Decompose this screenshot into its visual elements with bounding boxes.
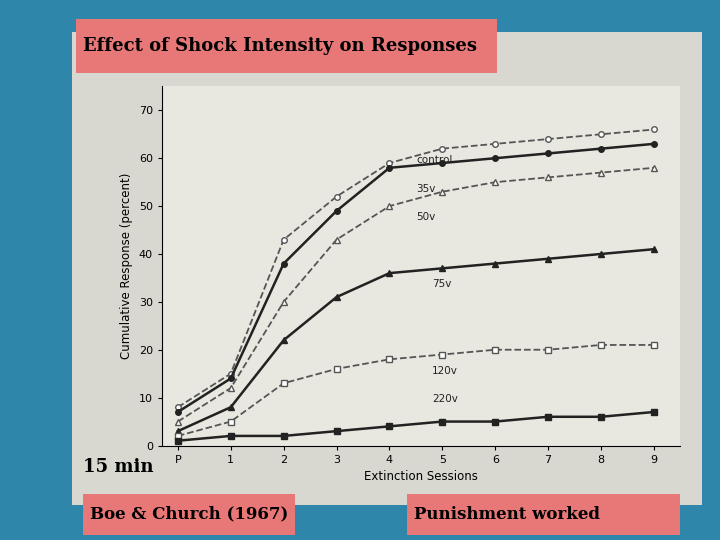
Text: Effect of Shock Intensity on Responses: Effect of Shock Intensity on Responses [83,37,477,55]
Text: Punishment worked: Punishment worked [414,505,600,523]
Text: control: control [416,155,452,165]
Y-axis label: Cumulative Response (percent): Cumulative Response (percent) [120,173,133,359]
Text: 50v: 50v [416,212,435,222]
Text: 75v: 75v [432,280,451,289]
Text: Boe & Church (1967): Boe & Church (1967) [90,505,289,523]
Text: 15 min: 15 min [83,458,153,476]
X-axis label: Extinction Sessions: Extinction Sessions [364,470,478,483]
Text: 35v: 35v [416,184,436,194]
Text: 220v: 220v [432,394,458,404]
Text: 120v: 120v [432,366,458,376]
